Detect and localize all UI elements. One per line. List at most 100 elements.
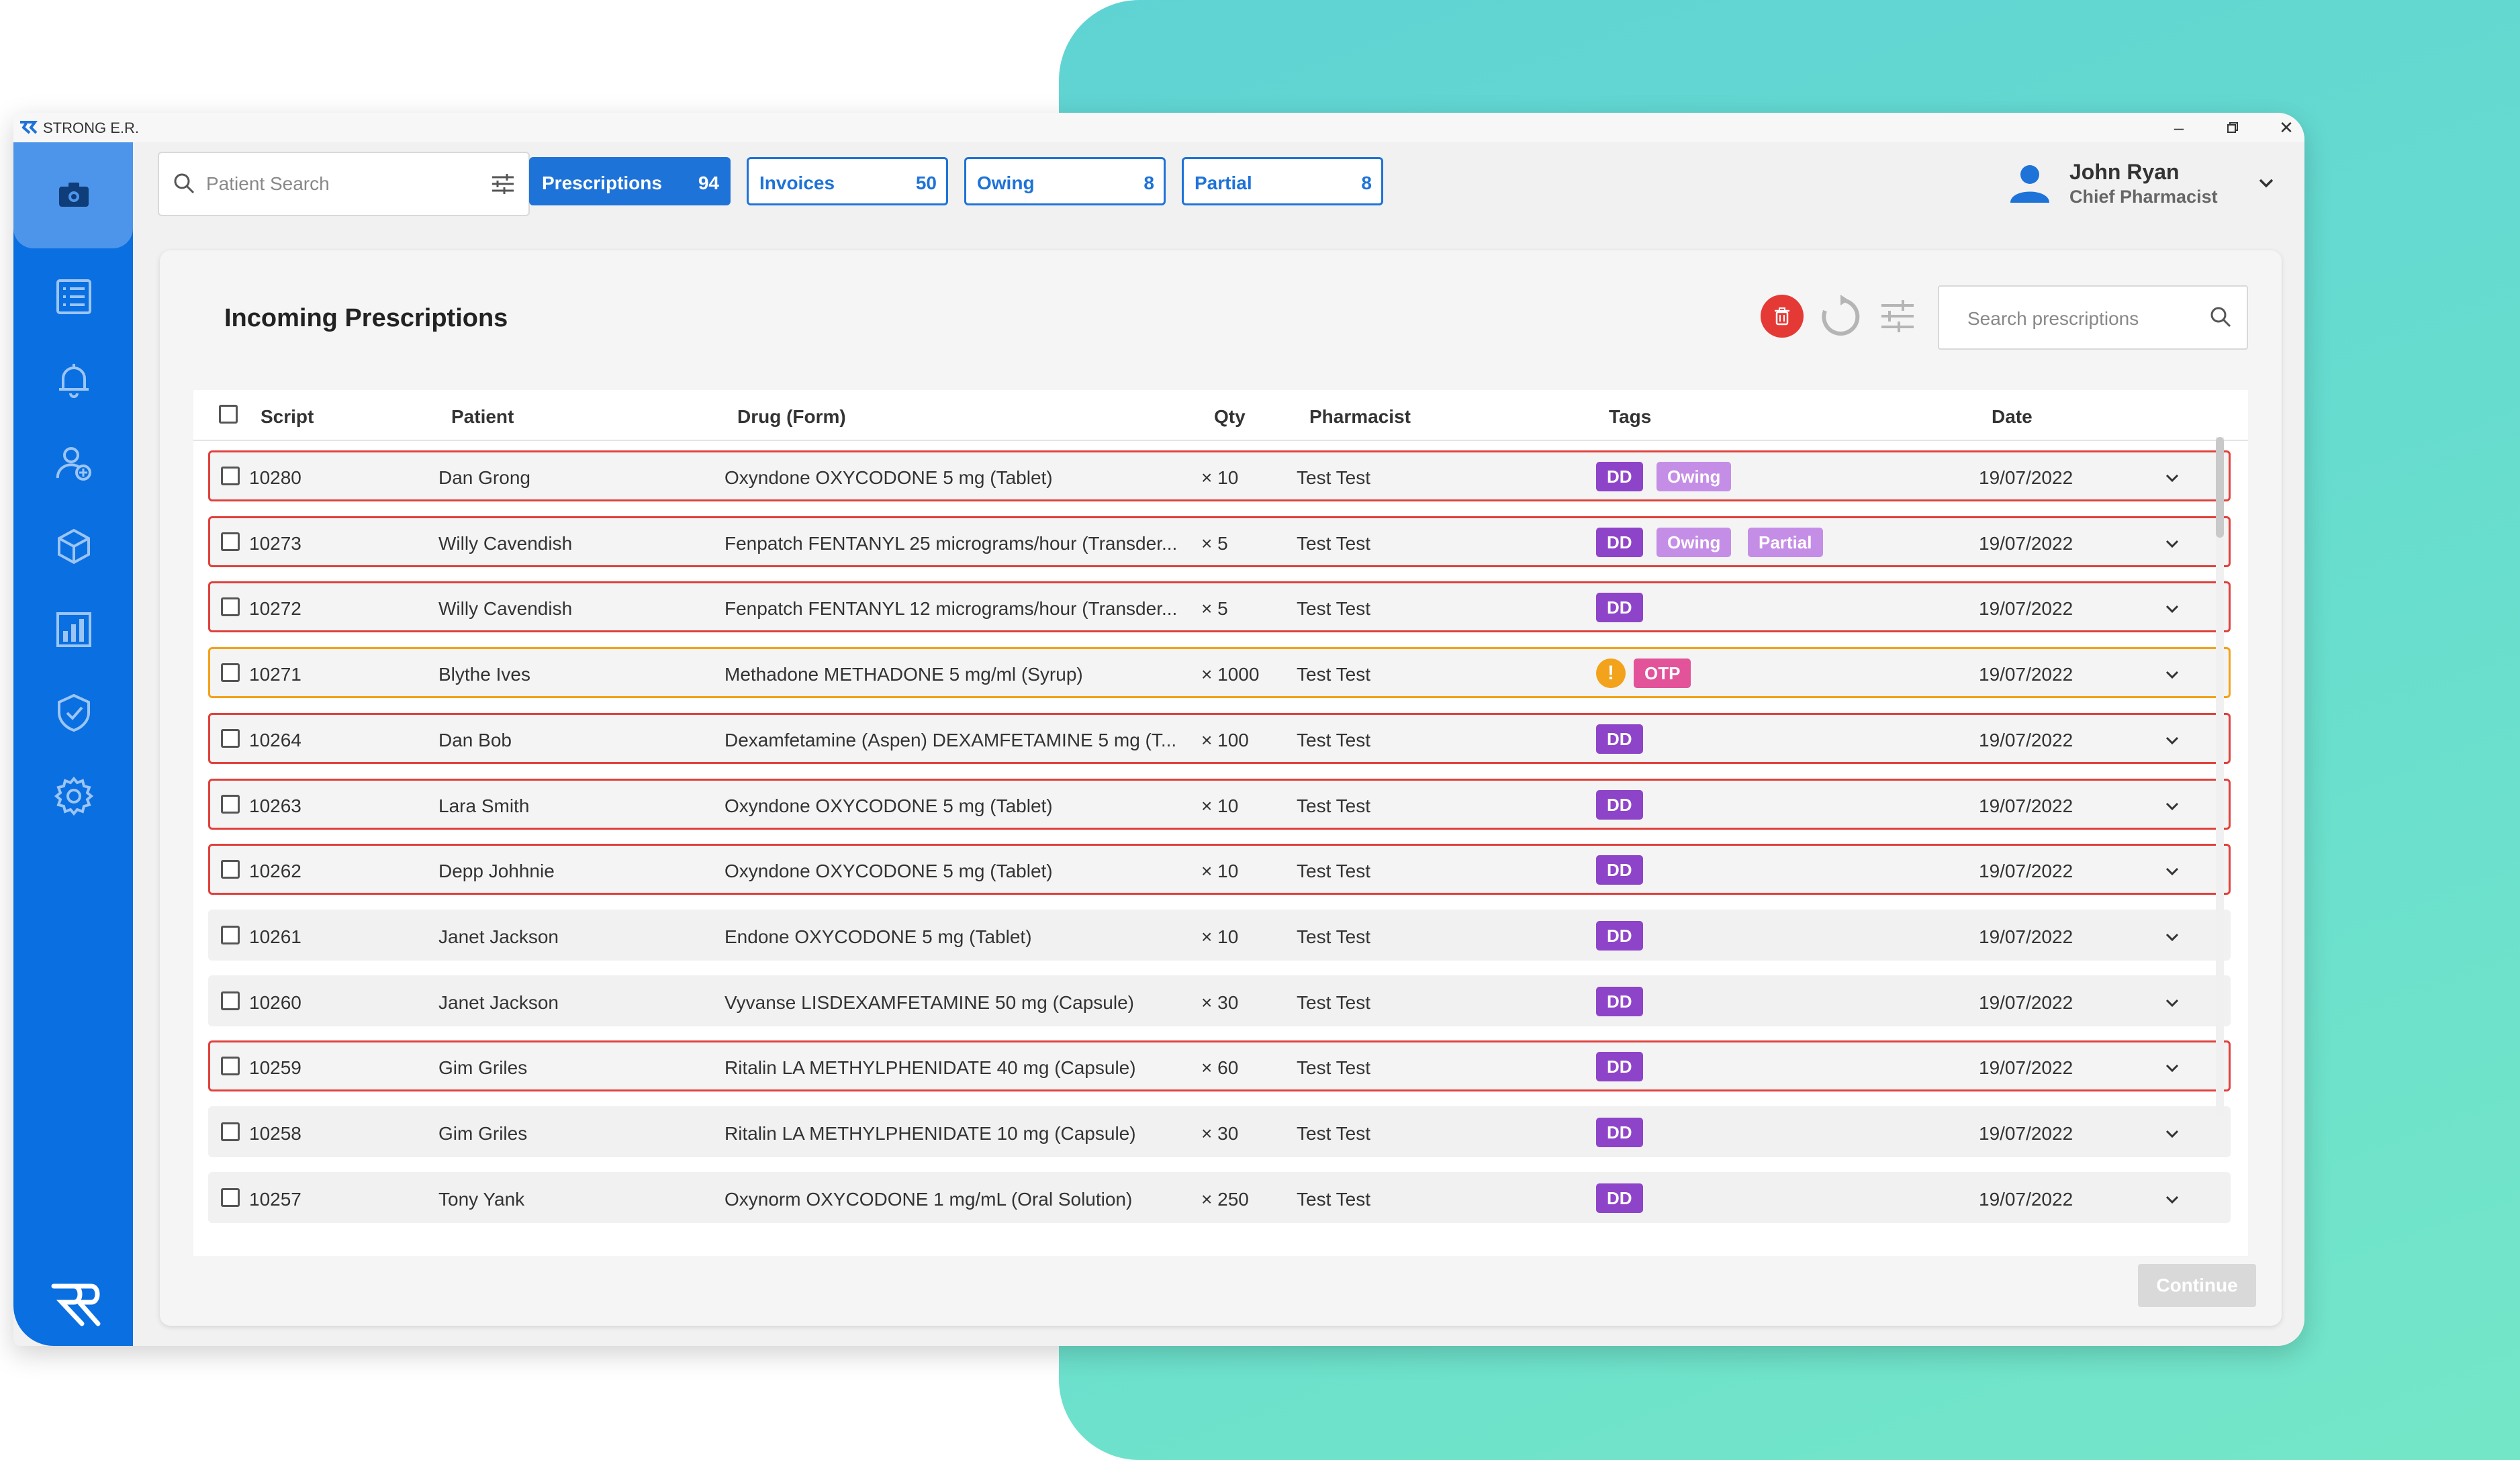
continue-button[interactable]: Continue (2138, 1264, 2256, 1307)
expand-chevron-down-icon[interactable] (2163, 993, 2182, 1012)
row-drug: Ritalin LA METHYLPHENIDATE 40 mg (Capsul… (725, 1057, 1136, 1079)
row-checkbox[interactable] (221, 663, 240, 683)
table-row[interactable]: 10272 Willy Cavendish Fenpatch FENTANYL 12… (208, 581, 2231, 633)
column-date[interactable]: Date (1992, 406, 2033, 427)
column-pharmacist[interactable]: Pharmacist (1309, 406, 1411, 427)
tag-partial: Partial (1748, 527, 1823, 557)
scrollbar-thumb[interactable] (2216, 437, 2224, 538)
expand-chevron-down-icon[interactable] (2163, 1059, 2182, 1077)
column-qty[interactable]: Qty (1214, 406, 1246, 427)
row-date: 19/07/2022 (1979, 991, 2073, 1013)
row-checkbox[interactable] (221, 925, 240, 944)
table-row[interactable]: 10257 Tony Yank Oxynorm OXYCODONE 1 mg/mL … (208, 1171, 2231, 1223)
table-row[interactable]: 10273 Willy Cavendish Fenpatch FENTANYL 25… (208, 516, 2231, 567)
sidebar-item-notifications[interactable] (47, 353, 101, 407)
expand-chevron-down-icon[interactable] (2163, 731, 2182, 750)
table-row[interactable]: 10258 Gim Griles Ritalin LA METHYLPHENIDAT… (208, 1106, 2231, 1157)
close-button[interactable]: ✕ (2279, 117, 2294, 138)
table-row[interactable]: 10259 Gim Griles Ritalin LA METHYLPHENIDAT… (208, 1040, 2231, 1092)
sidebar-item-settings[interactable] (47, 769, 101, 823)
tag-dd: DD (1596, 986, 1643, 1016)
row-checkbox[interactable] (221, 1057, 240, 1076)
select-all-checkbox[interactable] (219, 405, 238, 424)
expand-chevron-down-icon[interactable] (2163, 665, 2182, 684)
table-row[interactable]: 10280 Dan Grong Oxyndone OXYCODONE 5 mg (T… (208, 450, 2231, 501)
row-drug: Vyvanse LISDEXAMFETAMINE 50 mg (Capsule) (725, 991, 1134, 1013)
expand-chevron-down-icon[interactable] (2163, 862, 2182, 881)
expand-chevron-down-icon[interactable] (2163, 797, 2182, 816)
expand-chevron-down-icon[interactable] (2163, 599, 2182, 618)
table-row[interactable]: 10264 Dan Bob Dexamfetamine (Aspen) DEXAMF… (208, 712, 2231, 764)
maximize-button[interactable] (2216, 115, 2249, 140)
row-drug: Oxyndone OXYCODONE 5 mg (Tablet) (725, 861, 1053, 882)
delete-button[interactable] (1761, 295, 1804, 338)
tab-prescriptions[interactable]: Prescriptions 94 (529, 157, 731, 205)
prescription-search-placeholder: Search prescriptions (1967, 308, 2139, 329)
minimize-button[interactable]: – (2174, 117, 2184, 138)
table-row[interactable]: 10262 Depp Johhnie Oxyndone OXYCODONE 5 mg… (208, 844, 2231, 895)
row-qty: × 30 (1201, 991, 1239, 1013)
row-checkbox[interactable] (221, 1122, 240, 1141)
row-date: 19/07/2022 (1979, 467, 2073, 488)
table-row[interactable]: 10271 Blythe Ives Methadone METHADONE 5 mg… (208, 647, 2231, 699)
row-checkbox[interactable] (221, 1187, 240, 1207)
tag-dd: DD (1596, 593, 1643, 623)
patient-search-placeholder: Patient Search (206, 173, 330, 194)
expand-chevron-down-icon[interactable] (2163, 1124, 2182, 1143)
row-checkbox[interactable] (221, 467, 240, 485)
row-checkbox[interactable] (221, 532, 240, 551)
row-script: 10261 (249, 926, 301, 947)
row-checkbox[interactable] (221, 794, 240, 814)
refresh-icon[interactable] (1817, 293, 1864, 340)
column-script[interactable]: Script (261, 406, 314, 427)
column-patient[interactable]: Patient (451, 406, 514, 427)
sidebar-item-camera[interactable] (47, 168, 101, 222)
sidebar-item-list[interactable] (47, 270, 101, 324)
row-qty: × 100 (1201, 729, 1249, 750)
sidebar-item-patients[interactable] (47, 436, 101, 490)
filter-sliders-icon[interactable] (489, 171, 516, 197)
tab-owing[interactable]: Owing 8 (964, 157, 1166, 205)
row-drug: Methadone METHADONE 5 mg/ml (Syrup) (725, 664, 1083, 685)
table-row[interactable]: 10263 Lara Smith Oxyndone OXYCODONE 5 mg (… (208, 778, 2231, 830)
row-patient: Janet Jackson (438, 926, 559, 947)
row-script: 10264 (249, 729, 301, 750)
column-tags[interactable]: Tags (1609, 406, 1652, 427)
table-row[interactable]: 10260 Janet Jackson Vyvanse LISDEXAMFETAMI… (208, 975, 2231, 1026)
row-pharmacist: Test Test (1297, 926, 1370, 947)
row-drug: Dexamfetamine (Aspen) DEXAMFETAMINE 5 mg… (725, 729, 1177, 750)
column-drug[interactable]: Drug (Form) (737, 406, 846, 427)
sidebar-item-compliance[interactable] (47, 686, 101, 740)
tag-dd: DD (1596, 1052, 1643, 1082)
row-checkbox[interactable] (221, 597, 240, 617)
tab-prescriptions-count: 94 (698, 173, 719, 193)
row-script: 10280 (249, 467, 301, 488)
expand-chevron-down-icon[interactable] (2163, 928, 2182, 946)
table-row[interactable]: 10261 Janet Jackson Endone OXYCODONE 5 mg … (208, 909, 2231, 961)
tab-partial[interactable]: Partial 8 (1182, 157, 1383, 205)
row-date: 19/07/2022 (1979, 664, 2073, 685)
sidebar-item-inventory[interactable] (47, 520, 101, 573)
row-script: 10260 (249, 991, 301, 1013)
expand-chevron-down-icon[interactable] (2163, 534, 2182, 553)
expand-chevron-down-icon[interactable] (2163, 1190, 2182, 1209)
sidebar-item-reports[interactable] (47, 603, 101, 656)
row-checkbox[interactable] (221, 860, 240, 879)
user-menu-chevron-down-icon[interactable] (2256, 173, 2276, 193)
restore-icon (2227, 122, 2238, 133)
row-script: 10262 (249, 861, 301, 882)
app-name: STRONG E.R. (43, 119, 140, 136)
row-qty: × 30 (1201, 1123, 1239, 1144)
row-date: 19/07/2022 (1979, 729, 2073, 750)
user-add-icon (56, 447, 91, 481)
filter-sliders-icon[interactable] (1877, 296, 1918, 336)
expand-chevron-down-icon[interactable] (2163, 469, 2182, 487)
row-checkbox[interactable] (221, 991, 240, 1010)
tab-invoices[interactable]: Invoices 50 (747, 157, 948, 205)
patient-search-input[interactable]: Patient Search (158, 152, 530, 216)
row-checkbox[interactable] (221, 728, 240, 748)
prescription-search-input[interactable]: Search prescriptions (1938, 285, 2248, 350)
tag-owing: Owing (1656, 462, 1732, 491)
table-scrollbar[interactable] (2216, 437, 2224, 1115)
row-pharmacist: Test Test (1297, 1188, 1370, 1210)
